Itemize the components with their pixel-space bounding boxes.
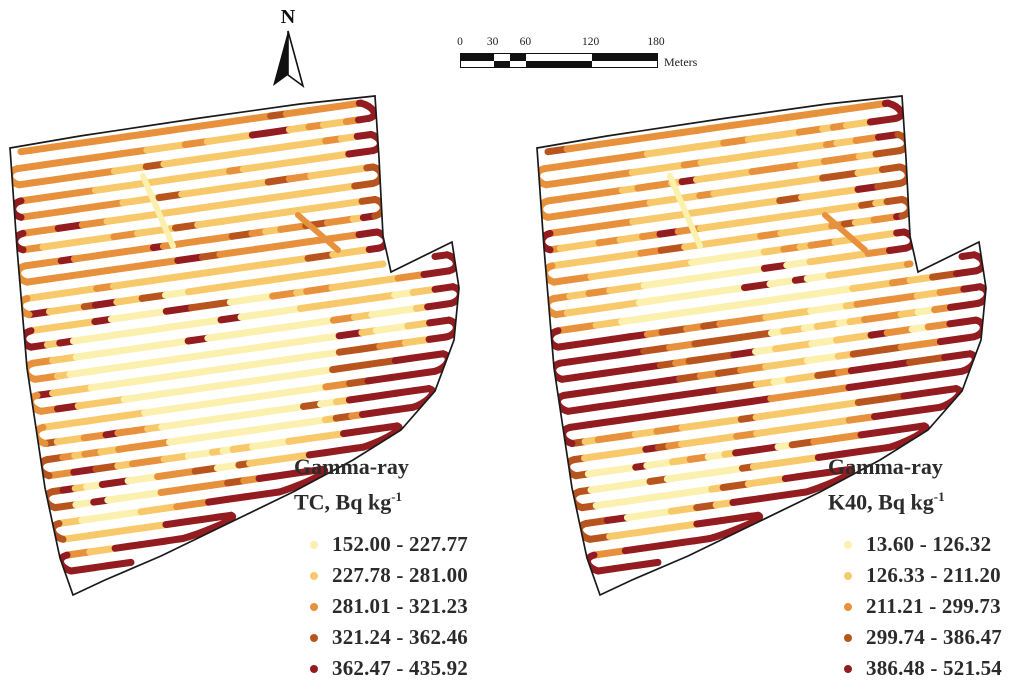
scale-bar-cell [493,60,510,67]
scale-bar: 0 30 60 120 180 Meters [452,36,722,80]
legend-class-dot [844,571,852,580]
scale-bar-cell [493,54,510,61]
legend-tc: Gamma-ray TC, Bq kg-1 152.00 - 227.77 227… [294,452,539,684]
legend-class-dot [310,571,318,580]
track-streak [295,212,341,253]
scale-bar-cell [461,60,494,67]
north-arrow: N [262,6,314,88]
legend-class-dot [310,540,318,549]
survey-lines [10,99,459,575]
scale-bar-cell [461,54,494,61]
legend-class-range: 227.78 - 281.00 [332,563,468,588]
map-tc-survey [9,95,460,597]
legend-class-range: 321.24 - 362.46 [332,625,468,650]
legend-class-dot [310,602,318,611]
north-arrow-icon [273,30,305,88]
legend-k40: Gamma-ray K40, Bq kg-1 13.60 - 126.32 126… [828,452,1024,684]
field-outline [536,95,987,597]
legend-k40-subtitle-text: K40, Bq kg [828,489,934,515]
legend-class-range: 281.01 - 321.23 [332,594,468,619]
legend-k40-subtitle: K40, Bq kg-1 [828,482,1024,517]
legend-k40-class-row: 299.74 - 386.47 [828,622,1024,653]
scale-bar-cell [591,60,657,67]
legend-tc-subtitle: TC, Bq kg-1 [294,482,539,517]
legend-class-range: 386.48 - 521.54 [866,656,1002,681]
legend-k40-class-row: 386.48 - 521.54 [828,653,1024,684]
legend-class-range: 211.21 - 299.73 [866,594,1001,619]
legend-class-range: 126.33 - 211.20 [866,563,1001,588]
scale-tick-180: 180 [647,36,665,48]
legend-tc-class-row: 321.24 - 362.46 [294,622,539,653]
scale-tick-0: 0 [457,36,463,48]
scale-bar-cell [591,54,657,61]
track-streak [140,173,176,249]
legend-tc-class-row: 152.00 - 227.77 [294,529,539,560]
scale-bar-cell [510,54,527,61]
track-streak [822,212,868,253]
scale-bar-cell [526,54,592,61]
scale-bar-cell [510,60,527,67]
scale-bar-row [461,54,657,61]
legend-tc-class-row: 281.01 - 321.23 [294,591,539,622]
legend-class-dot [844,633,852,642]
legend-class-dot [310,633,318,642]
legend-k40-title: Gamma-ray [828,454,943,479]
legend-tc-rows: 152.00 - 227.77 227.78 - 281.00 281.01 - 3… [294,529,539,684]
scale-bar-tick-labels: 0 30 60 120 180 [452,36,722,51]
map-k40-survey [536,95,987,597]
legend-tc-class-row: 227.78 - 281.00 [294,560,539,591]
scale-tick-30: 30 [486,36,499,48]
legend-tc-title: Gamma-ray [294,454,409,479]
scale-bar-unit: Meters [664,55,698,69]
legend-class-range: 299.74 - 386.47 [866,625,1002,650]
scale-bar-row [461,60,657,67]
legend-class-range: 152.00 - 227.77 [332,532,468,557]
legend-k40-subtitle-sup: -1 [933,489,945,504]
legend-k40-class-row: 13.60 - 126.32 [828,529,1024,560]
legend-class-range: 13.60 - 126.32 [866,532,992,557]
scale-bar-cell [526,60,592,67]
scale-tick-60: 60 [519,36,532,48]
legend-tc-subtitle-sup: -1 [391,489,403,504]
legend-tc-class-row: 362.47 - 435.92 [294,653,539,684]
legend-k40-class-row: 126.33 - 211.20 [828,560,1024,591]
legend-k40-class-row: 211.21 - 299.73 [828,591,1024,622]
north-label: N [280,6,296,28]
legend-k40-rows: 13.60 - 126.32 126.33 - 211.20 211.21 - 29… [828,529,1024,684]
track-streak [667,173,703,249]
legend-class-range: 362.47 - 435.92 [332,656,468,681]
legend-class-dot [844,602,852,611]
scale-bar-body [460,53,658,68]
scale-tick-120: 120 [582,36,600,48]
legend-tc-subtitle-text: TC, Bq kg [294,489,392,515]
field-outline [9,95,460,597]
legend-class-dot [310,664,318,673]
legend-class-dot [844,664,852,673]
legend-class-dot [844,540,852,549]
